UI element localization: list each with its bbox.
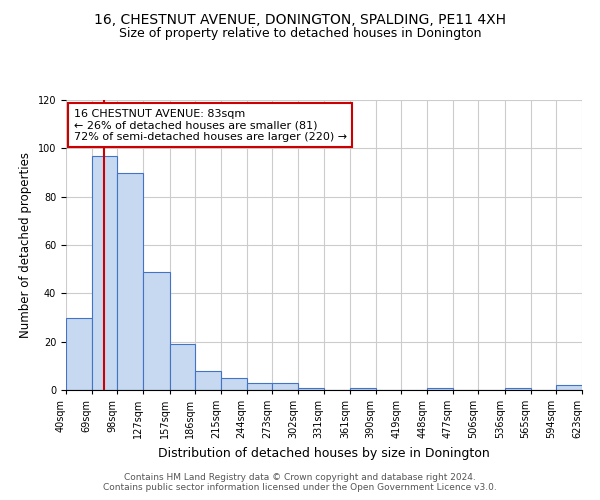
Y-axis label: Number of detached properties: Number of detached properties: [19, 152, 32, 338]
X-axis label: Distribution of detached houses by size in Donington: Distribution of detached houses by size …: [158, 446, 490, 460]
Bar: [247, 383, 272, 390]
Text: 16 CHESTNUT AVENUE: 83sqm
← 26% of detached houses are smaller (81)
72% of semi-: 16 CHESTNUT AVENUE: 83sqm ← 26% of detac…: [74, 108, 347, 142]
Text: Size of property relative to detached houses in Donington: Size of property relative to detached ho…: [119, 28, 481, 40]
Bar: [195, 370, 221, 390]
Bar: [427, 388, 453, 390]
Bar: [66, 318, 92, 390]
Bar: [556, 385, 582, 390]
Bar: [92, 156, 118, 390]
Bar: [298, 388, 323, 390]
Text: Contains HM Land Registry data © Crown copyright and database right 2024.
Contai: Contains HM Land Registry data © Crown c…: [103, 473, 497, 492]
Bar: [350, 388, 376, 390]
Text: 16, CHESTNUT AVENUE, DONINGTON, SPALDING, PE11 4XH: 16, CHESTNUT AVENUE, DONINGTON, SPALDING…: [94, 12, 506, 26]
Bar: [118, 172, 143, 390]
Bar: [272, 383, 298, 390]
Bar: [505, 388, 530, 390]
Bar: [170, 344, 195, 390]
Bar: [221, 378, 247, 390]
Bar: [143, 272, 170, 390]
